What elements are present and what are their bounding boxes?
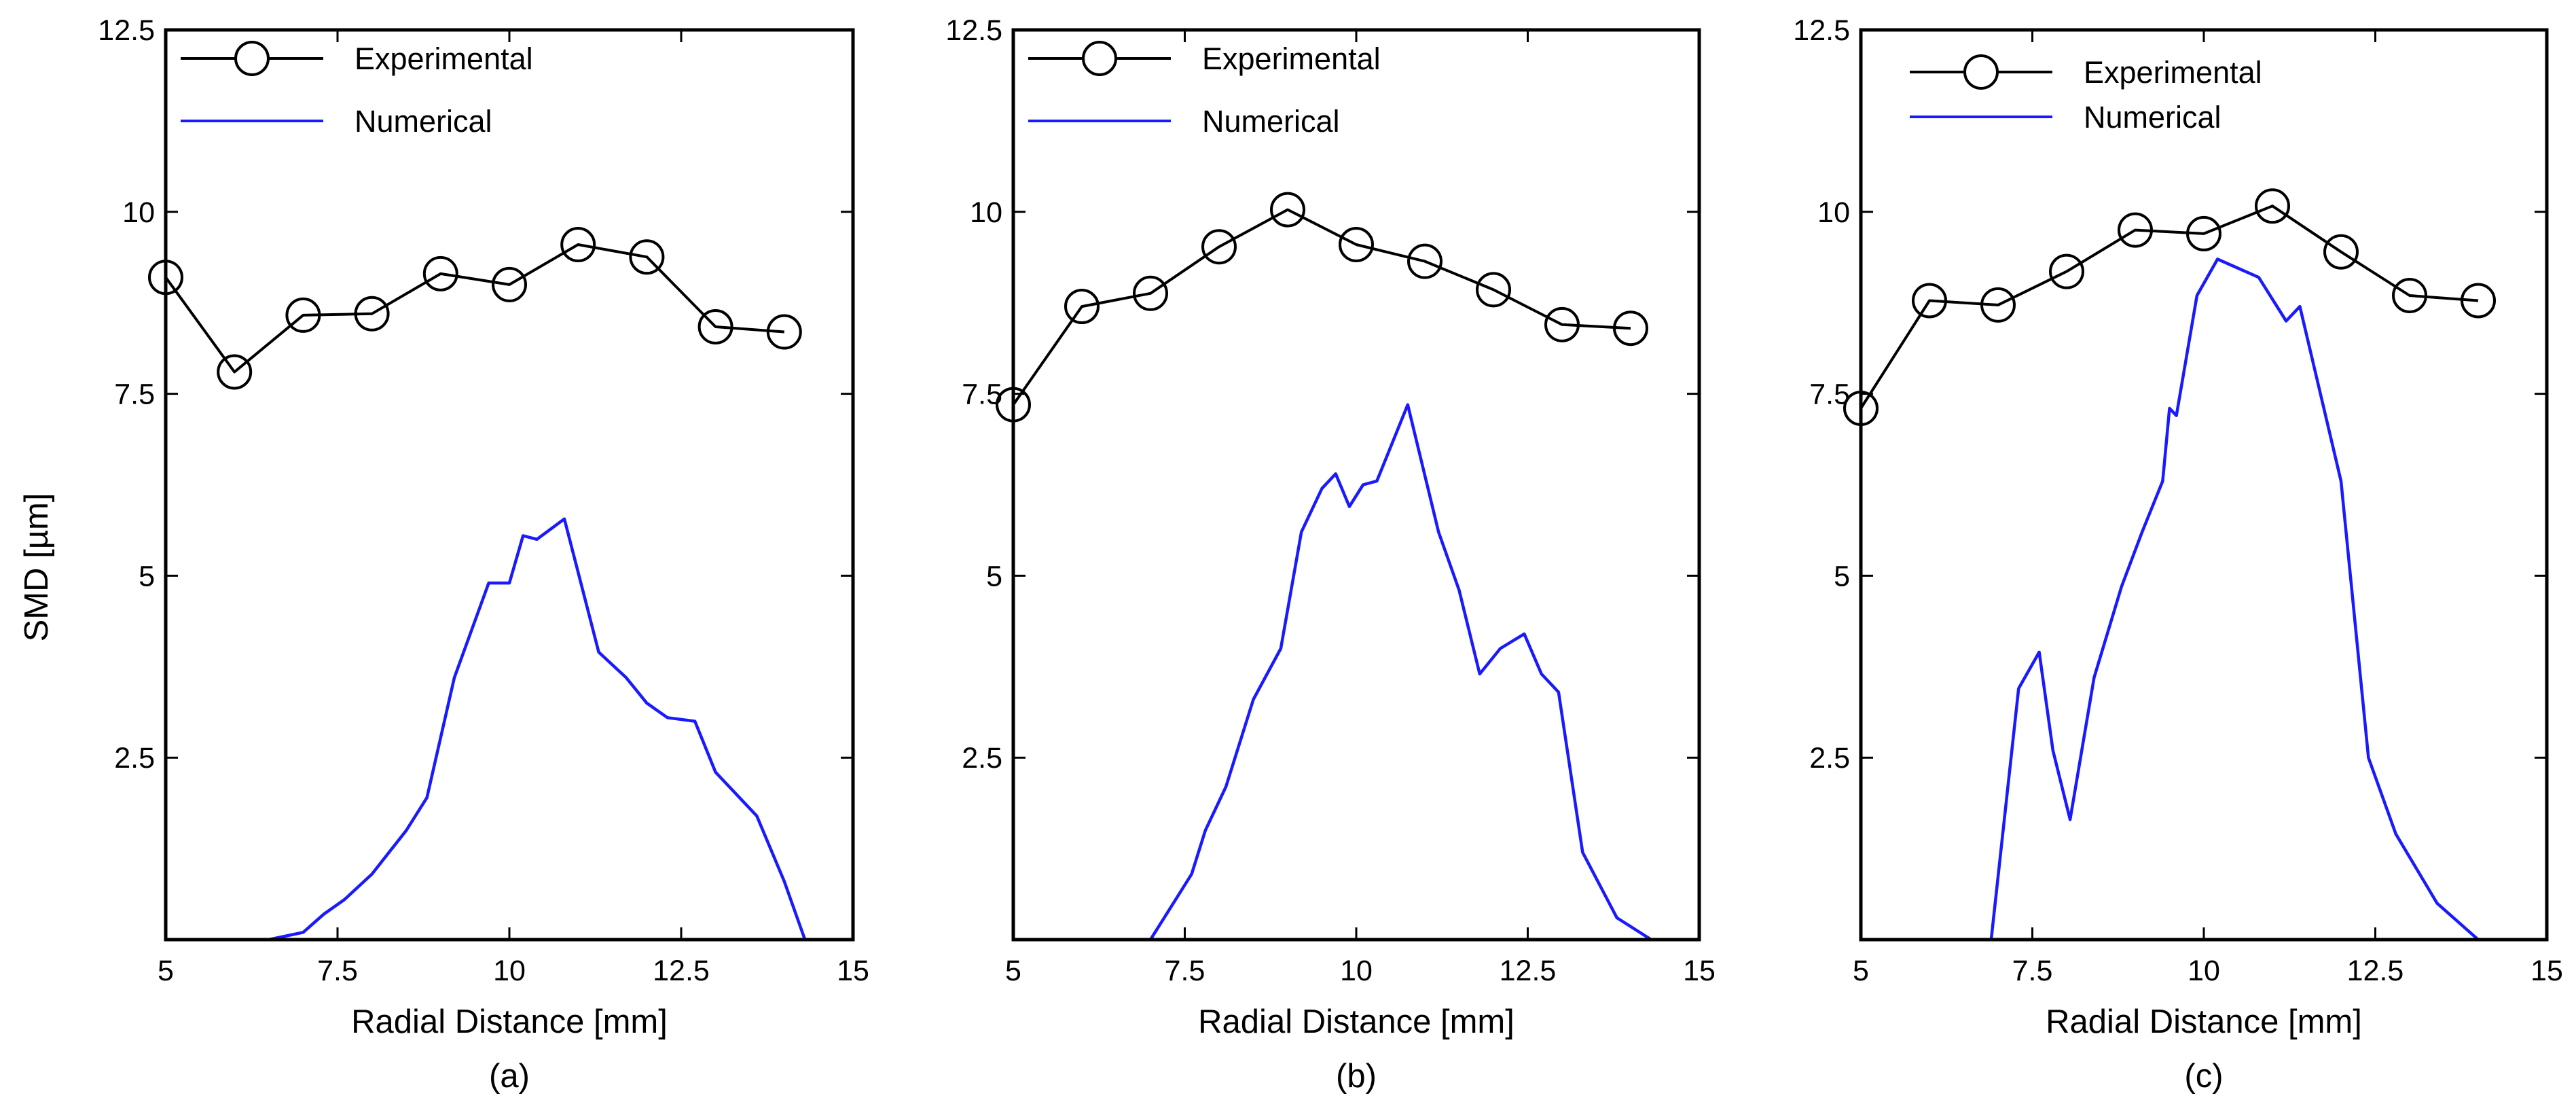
- y-tick-label: 5: [139, 560, 155, 592]
- data-point-experimental: [1133, 275, 1168, 311]
- y-tick-label: 2.5: [1809, 742, 1850, 775]
- series-line-numerical: [1013, 403, 1699, 940]
- data-point-experimental: [1476, 272, 1511, 308]
- plot-area: [1861, 205, 2547, 940]
- chart-panel-1: 5 7.5 10 12.5 15 2.5 5 7.5 10 12.5 Experimental Num…: [98, 14, 869, 1095]
- series-line-numerical: [1861, 257, 2547, 940]
- series-line-numerical: [166, 517, 853, 940]
- panel-caption: (b): [1336, 1058, 1377, 1095]
- data-point-experimental: [1064, 289, 1100, 325]
- x-axis-label: Radial Distance [mm]: [1198, 1003, 1514, 1040]
- plot-frame: [1011, 28, 1701, 942]
- legend-label-experimental: Experimental: [2084, 55, 2262, 90]
- data-point-experimental: [1339, 227, 1374, 263]
- y-tick-label: 10: [122, 196, 155, 229]
- x-tick-label: 15: [1683, 955, 1716, 987]
- data-point-experimental: [285, 297, 321, 333]
- x-tick-label: 10: [493, 955, 526, 987]
- data-point-experimental: [766, 314, 802, 350]
- legend-label-numerical: Numerical: [355, 104, 492, 139]
- x-tick-label: 7.5: [2012, 955, 2053, 987]
- y-tick-label: 10: [970, 196, 1002, 229]
- y-axis-label: SMD [µm]: [18, 493, 55, 642]
- series-line-experimental: [1013, 208, 1631, 406]
- data-point-experimental: [422, 255, 458, 291]
- data-point-experimental: [2118, 212, 2153, 248]
- legend-label-numerical: Numerical: [2084, 100, 2221, 135]
- data-point-experimental: [2255, 188, 2290, 224]
- x-tick-label: 12.5: [653, 955, 710, 987]
- plot-frame: [164, 28, 855, 942]
- x-tick-label: 7.5: [1165, 955, 1205, 987]
- x-tick-label: 10: [2188, 955, 2220, 987]
- y-tick-label: 2.5: [114, 742, 155, 775]
- data-point-experimental: [492, 266, 527, 302]
- legend-label-numerical: Numerical: [1202, 104, 1340, 139]
- y-tick-label: 5: [986, 560, 1002, 592]
- legend-label-experimental: Experimental: [355, 41, 533, 76]
- x-tick-label: 5: [1005, 955, 1021, 987]
- y-tick-label: 2.5: [962, 742, 1002, 775]
- data-point-experimental: [1407, 243, 1443, 279]
- data-point-experimental: [560, 227, 596, 263]
- plot-frame: [1859, 28, 2549, 942]
- x-tick-label: 12.5: [1500, 955, 1557, 987]
- y-tick-label: 12.5: [98, 14, 155, 47]
- data-point-experimental: [1544, 306, 1580, 342]
- legend-marker-experimental: [1082, 41, 1117, 76]
- chart-panel-2: 5 7.5 10 12.5 152.557.51012.5ExperimentalNum…: [945, 14, 1716, 1095]
- data-point-experimental: [2392, 277, 2427, 313]
- x-tick-label: 15: [837, 955, 869, 987]
- data-point-experimental: [1912, 283, 1947, 319]
- data-point-experimental: [2186, 215, 2221, 251]
- panel-caption: (a): [489, 1058, 530, 1095]
- x-tick-label: 5: [158, 955, 174, 987]
- plot-area: [166, 243, 853, 940]
- y-tick-label: 5: [1834, 560, 1850, 592]
- x-tick-label: 5: [1853, 955, 1869, 987]
- data-point-experimental: [629, 239, 665, 275]
- data-point-experimental: [697, 309, 733, 345]
- data-point-experimental: [1201, 229, 1237, 265]
- y-tick-label: 12.5: [945, 14, 1002, 47]
- legend-label-experimental: Experimental: [1202, 41, 1381, 76]
- x-axis-label: Radial Distance [mm]: [2046, 1003, 2362, 1040]
- data-point-experimental: [2323, 234, 2359, 270]
- y-tick-label: 7.5: [1809, 378, 1850, 411]
- data-point-experimental: [217, 354, 253, 390]
- y-tick-label: 10: [1817, 196, 1850, 229]
- plot-area: [1013, 208, 1699, 940]
- data-point-experimental: [354, 296, 390, 332]
- data-point-experimental: [1270, 192, 1305, 228]
- legend-marker-experimental: [1963, 54, 1999, 90]
- x-axis-label: Radial Distance [mm]: [351, 1003, 668, 1040]
- panel-caption: (c): [2184, 1058, 2223, 1095]
- series-line-experimental: [1861, 205, 2479, 410]
- legend-marker-experimental: [234, 41, 270, 76]
- series-line-experimental: [166, 243, 784, 374]
- x-tick-label: 10: [1340, 955, 1373, 987]
- y-tick-label: 12.5: [1793, 14, 1850, 47]
- data-point-experimental: [1613, 310, 1648, 346]
- y-tick-label: 7.5: [114, 378, 155, 411]
- x-tick-label: 12.5: [2347, 955, 2404, 987]
- data-point-experimental: [2049, 253, 2084, 289]
- data-point-experimental: [2461, 283, 2496, 319]
- chart-panel-3: 5 7.5 10 12.5 15 2.5 5 7.5 10 12.5 Experimental Num…: [1793, 14, 2563, 1095]
- x-tick-label: 15: [2530, 955, 2563, 987]
- x-tick-label: 7.5: [317, 955, 358, 987]
- data-point-experimental: [1980, 287, 2016, 323]
